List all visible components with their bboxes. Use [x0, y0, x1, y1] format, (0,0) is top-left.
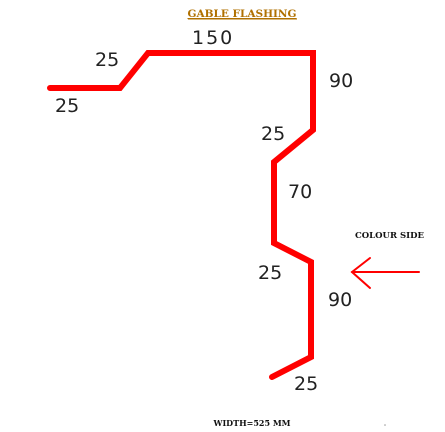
- diagram-title: GABLE FLASHING: [188, 8, 297, 20]
- dim-kick-in: 25: [261, 123, 285, 145]
- colour-side-label: COLOUR SIDE: [355, 231, 424, 241]
- dim-top: 150: [192, 27, 234, 49]
- dim-lower-drop: 90: [328, 289, 352, 311]
- dim-left-rise: 25: [95, 49, 119, 71]
- dim-right-drop: 90: [329, 70, 353, 92]
- width-label: WIDTH=525 MM: [212, 418, 290, 428]
- dim-left-flange: 25: [55, 95, 79, 117]
- dim-middle: 70: [288, 181, 312, 203]
- dim-kick-out: 25: [258, 262, 282, 284]
- flashing-profile: [47, 50, 316, 380]
- stray-mark: [384, 424, 386, 426]
- dim-return: 25: [294, 373, 318, 395]
- colour-side-arrow-icon: [350, 257, 420, 289]
